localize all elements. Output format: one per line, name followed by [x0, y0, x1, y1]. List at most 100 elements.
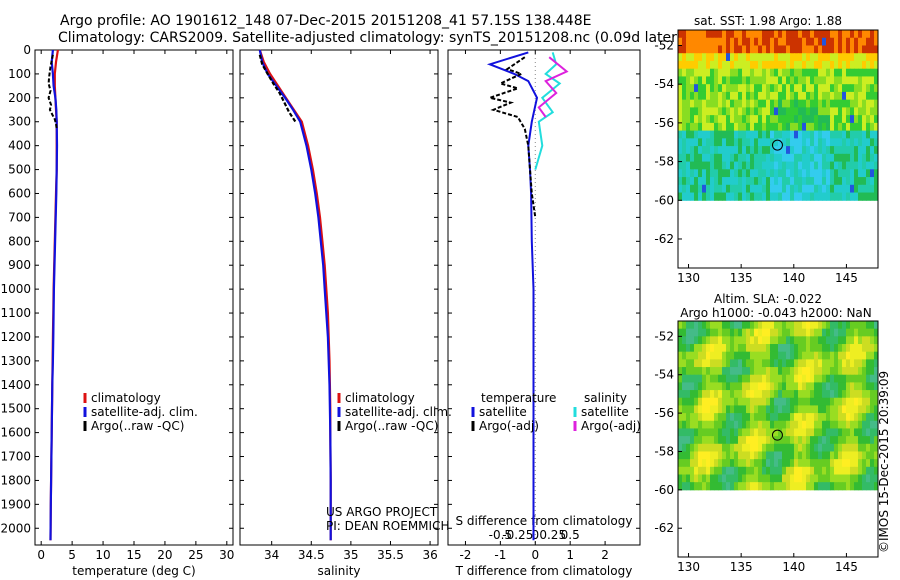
- map-cell: [846, 30, 851, 39]
- map-cell: [734, 107, 739, 116]
- map-cell: [702, 99, 707, 108]
- map-cell: [874, 374, 879, 383]
- map-cell: [718, 359, 723, 368]
- map-cell: [714, 382, 719, 391]
- map-cell: [678, 115, 683, 124]
- map-cell: [842, 84, 847, 93]
- legend-title-salinity: salinity: [584, 391, 627, 405]
- y-tick-label: 1400: [0, 378, 31, 392]
- map-cell: [734, 169, 739, 178]
- map-cell: [742, 336, 747, 345]
- map-cell: [698, 443, 703, 452]
- map-cell: [870, 413, 875, 422]
- map-cell: [850, 328, 855, 337]
- map-cell: [710, 344, 715, 353]
- map-cell: [862, 382, 867, 391]
- map-cell: [730, 482, 735, 491]
- map-cell: [726, 466, 731, 475]
- x-tick-label: 2: [601, 548, 609, 562]
- map-cell: [682, 130, 687, 139]
- map-cell: [686, 45, 691, 54]
- map-cell: [790, 30, 795, 39]
- map-cell: [810, 153, 815, 163]
- map-cell: [810, 138, 815, 147]
- map-cell: [842, 413, 847, 422]
- map-cell: [858, 115, 863, 124]
- map-cell: [794, 91, 799, 101]
- map-cell: [682, 84, 687, 93]
- map-cell: [770, 130, 775, 139]
- map-cell: [870, 53, 875, 62]
- map-cell: [722, 351, 727, 360]
- map-cell: [810, 169, 815, 178]
- map-cell: [806, 60, 811, 70]
- map-cell: [778, 169, 783, 178]
- map-cell: [686, 122, 691, 132]
- map-cell: [726, 138, 731, 147]
- map-cell: [838, 328, 843, 337]
- map-cell: [770, 321, 775, 330]
- map-cell: [706, 474, 711, 483]
- map-cell: [802, 390, 807, 399]
- map-cell: [782, 420, 787, 429]
- map-cell: [830, 413, 835, 422]
- s-tick-label: -0.5: [489, 528, 512, 542]
- map-cell: [726, 359, 731, 368]
- map-cell: [866, 420, 871, 429]
- map-cell: [874, 177, 879, 186]
- map-cell: [734, 68, 739, 77]
- map-cell: [862, 107, 867, 116]
- map-cell: [838, 76, 843, 85]
- map-cell: [706, 405, 711, 414]
- map-cell: [698, 420, 703, 429]
- map-cell: [750, 367, 755, 376]
- map-cell: [698, 474, 703, 483]
- map-cell: [830, 122, 835, 132]
- map-cell: [682, 321, 687, 330]
- map-cell: [858, 474, 863, 483]
- map-cell: [738, 161, 743, 170]
- map-cell: [818, 60, 823, 70]
- map-cell: [678, 321, 683, 330]
- map-cell: [866, 122, 871, 132]
- map-cell: [750, 115, 755, 124]
- x-tick-label: 35: [343, 548, 358, 562]
- map-cell: [870, 351, 875, 360]
- map-cell: [686, 53, 691, 62]
- map-cell: [762, 192, 767, 201]
- map-cell: [750, 76, 755, 85]
- map-cell: [782, 30, 787, 39]
- map-cell: [770, 184, 775, 194]
- map-cell: [814, 443, 819, 452]
- map-cell: [786, 374, 791, 383]
- map-cell: [706, 45, 711, 54]
- map-cell: [838, 321, 843, 330]
- map-cell: [718, 122, 723, 132]
- map-cell: [734, 390, 739, 399]
- map-cell: [834, 351, 839, 360]
- map-cell: [698, 451, 703, 460]
- map-cell: [754, 344, 759, 353]
- map-cell: [806, 130, 811, 139]
- map-cell: [750, 45, 755, 54]
- map-cell: [842, 482, 847, 491]
- map-cell: [710, 405, 715, 414]
- map-cells: [678, 30, 879, 201]
- map-cell: [746, 115, 751, 124]
- map-cell: [862, 53, 867, 62]
- t-argo-line: [486, 56, 537, 218]
- map-cell: [678, 466, 683, 475]
- map-cell: [686, 374, 691, 383]
- map-cell: [858, 459, 863, 468]
- map-cell: [686, 146, 691, 155]
- map-cell: [734, 474, 739, 483]
- map-cell: [754, 138, 759, 147]
- map-cell: [726, 336, 731, 345]
- map-cell: [730, 146, 735, 155]
- map-cell: [786, 420, 791, 429]
- map-cell: [802, 68, 807, 77]
- map-cell: [822, 344, 827, 353]
- map-cell: [874, 37, 879, 46]
- map-cell: [722, 405, 727, 414]
